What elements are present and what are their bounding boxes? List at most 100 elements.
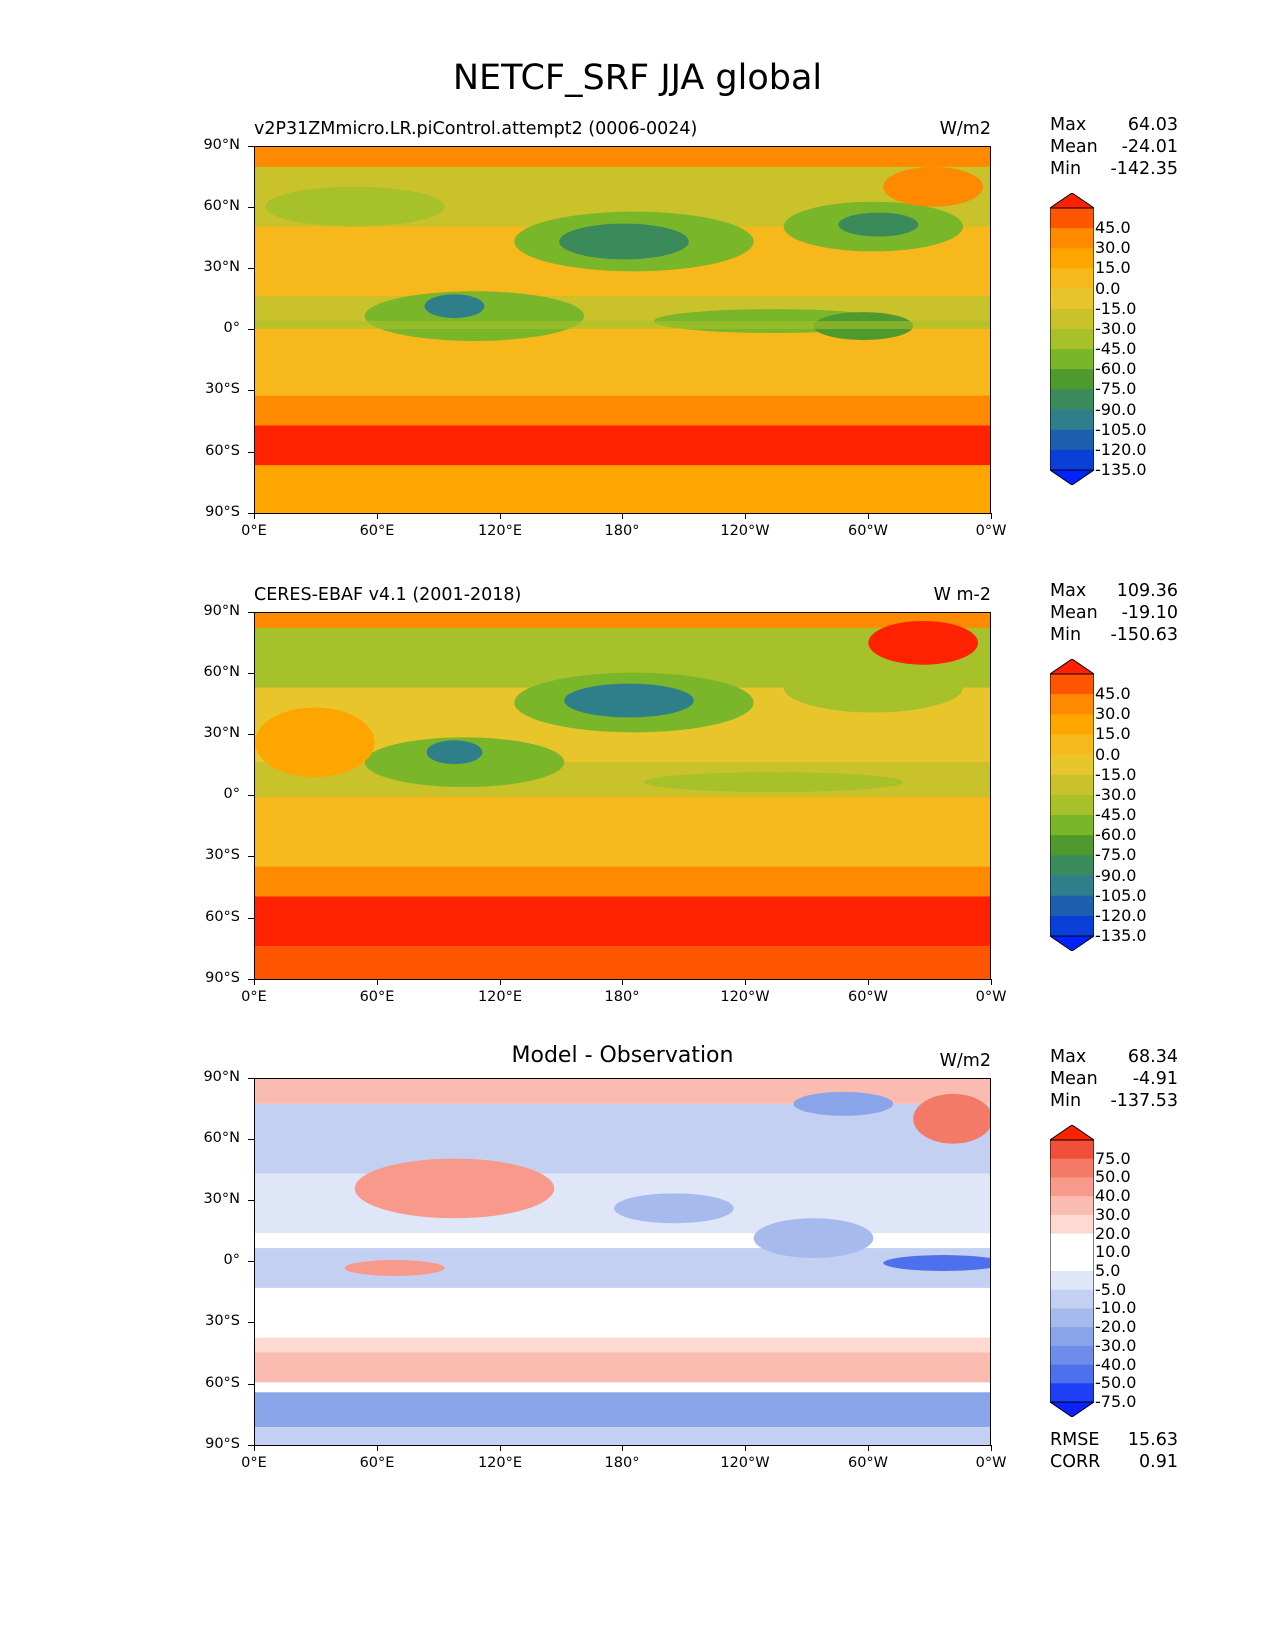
colorbar-label: 30.0 bbox=[1095, 1204, 1131, 1224]
colorbar-swatch bbox=[1050, 714, 1094, 735]
lon-tick: 120°E bbox=[460, 513, 540, 539]
lon-tick: 60°E bbox=[337, 513, 417, 539]
colorbar-swatch bbox=[1050, 429, 1094, 451]
lon-tick: 60°E bbox=[337, 979, 417, 1005]
colorbar-label: -105.0 bbox=[1095, 885, 1147, 905]
colorbar-swatch bbox=[1050, 895, 1094, 917]
colorbar-label: -60.0 bbox=[1095, 359, 1137, 379]
colorbar-label: 45.0 bbox=[1095, 684, 1131, 704]
lat-tick: 60°N bbox=[182, 198, 254, 214]
lon-tick: 60°W bbox=[828, 979, 908, 1005]
colorbar-label: -30.0 bbox=[1095, 318, 1137, 338]
colorbar-label: 0.0 bbox=[1095, 744, 1121, 764]
lat-tick: 60°N bbox=[182, 1130, 254, 1146]
lon-tick: 60°W bbox=[828, 513, 908, 539]
colorbar-swatch bbox=[1050, 694, 1094, 715]
colorbar-swatch bbox=[1050, 754, 1094, 776]
colorbar-label: -15.0 bbox=[1095, 764, 1137, 784]
stats-box: Max 64.03 Mean -24.01 Min -142.35 bbox=[1050, 114, 1178, 180]
panel-model: v2P31ZMmicro.LR.piControl.attempt2 (0006… bbox=[0, 115, 1275, 559]
colorbar-label: -90.0 bbox=[1095, 865, 1137, 885]
lat-tick: 90°S bbox=[182, 970, 254, 986]
lon-tick: 60°E bbox=[337, 1445, 417, 1471]
stat-label: Max bbox=[1050, 581, 1087, 601]
colorbar-swatch bbox=[1050, 308, 1094, 330]
lon-tick: 0°E bbox=[214, 513, 294, 539]
lat-tick: 90°N bbox=[182, 603, 254, 619]
colorbar-swatch bbox=[1050, 1140, 1094, 1160]
colorbar-label: 15.0 bbox=[1095, 258, 1131, 278]
colorbar bbox=[1050, 1125, 1094, 1417]
colorbar-label: 50.0 bbox=[1095, 1167, 1131, 1187]
stats-box: Max 109.36 Mean -19.10 Min -150.63 bbox=[1050, 580, 1178, 646]
colorbar-swatch bbox=[1050, 815, 1094, 836]
lon-tick: 120°W bbox=[705, 1445, 785, 1471]
colorbar-label: 40.0 bbox=[1095, 1186, 1131, 1206]
panel-units: W m-2 bbox=[933, 585, 991, 605]
lat-tick: 60°S bbox=[182, 443, 254, 459]
colorbar-label: 45.0 bbox=[1095, 218, 1131, 238]
colorbar-label: 15.0 bbox=[1095, 724, 1131, 744]
colorbar-swatch bbox=[1050, 915, 1094, 937]
colorbar-label: -30.0 bbox=[1095, 1335, 1137, 1355]
colorbar-swatch bbox=[1050, 1158, 1094, 1178]
skill-stats: RMSE 15.63 CORR 0.91 bbox=[1050, 1429, 1178, 1473]
map-difference bbox=[254, 1078, 991, 1446]
lat-tick: 0° bbox=[182, 786, 254, 802]
stat-value: -142.35 bbox=[1110, 159, 1178, 179]
colorbar bbox=[1050, 193, 1094, 485]
colorbar-label: -60.0 bbox=[1095, 825, 1137, 845]
colorbar-label: 5.0 bbox=[1095, 1261, 1121, 1280]
lat-tick: 30°S bbox=[182, 847, 254, 863]
lon-tick: 180° bbox=[582, 513, 662, 539]
panel-units: W/m2 bbox=[939, 119, 991, 139]
colorbar-label: -40.0 bbox=[1095, 1354, 1137, 1374]
lon-tick: 120°W bbox=[705, 979, 785, 1005]
panel-units: W/m2 bbox=[939, 1051, 991, 1071]
stats-box: Max 68.34 Mean -4.91 Min -137.53 bbox=[1050, 1046, 1178, 1112]
colorbar-label: -135.0 bbox=[1095, 926, 1147, 945]
lon-tick: 180° bbox=[582, 979, 662, 1005]
stat-label: Min bbox=[1050, 625, 1082, 645]
colorbar-label: -90.0 bbox=[1095, 399, 1137, 419]
stat-value: 109.36 bbox=[1116, 581, 1178, 601]
colorbar-swatch bbox=[1050, 349, 1094, 370]
lat-tick: 60°S bbox=[182, 909, 254, 925]
panel-title: v2P31ZMmicro.LR.piControl.attempt2 (0006… bbox=[254, 119, 698, 139]
colorbar-label: 30.0 bbox=[1095, 704, 1131, 724]
stat-value: 68.34 bbox=[1127, 1047, 1178, 1067]
lon-tick: 120°W bbox=[705, 513, 785, 539]
stat-value: -4.91 bbox=[1132, 1069, 1178, 1089]
colorbar-swatch bbox=[1050, 1233, 1094, 1253]
colorbar-swatch bbox=[1050, 389, 1094, 411]
lon-tick: 120°E bbox=[460, 1445, 540, 1471]
colorbar-swatch bbox=[1050, 228, 1094, 249]
colorbar-label: -105.0 bbox=[1095, 419, 1147, 439]
colorbar-label: -50.0 bbox=[1095, 1373, 1137, 1393]
colorbar-label: 75.0 bbox=[1095, 1148, 1131, 1168]
lat-tick: 90°S bbox=[182, 1436, 254, 1452]
colorbar-swatch bbox=[1050, 674, 1094, 695]
colorbar-swatch bbox=[1050, 449, 1094, 471]
colorbar-label: -20.0 bbox=[1095, 1317, 1137, 1337]
lon-tick: 120°E bbox=[460, 979, 540, 1005]
colorbar-swatch bbox=[1050, 1308, 1094, 1328]
panel-observation: CERES-EBAF v4.1 (2001-2018) W m-2 90°N 6… bbox=[0, 581, 1275, 1025]
colorbar-label: -75.0 bbox=[1095, 379, 1137, 399]
colorbar-swatch bbox=[1050, 855, 1094, 877]
field-map bbox=[255, 147, 990, 513]
colorbar-label: 0.0 bbox=[1095, 278, 1121, 298]
colorbar-label: -10.0 bbox=[1095, 1298, 1137, 1318]
panel-title: CERES-EBAF v4.1 (2001-2018) bbox=[254, 585, 522, 605]
lat-tick: 30°S bbox=[182, 381, 254, 397]
lat-tick: 60°N bbox=[182, 664, 254, 680]
stat-label: Mean bbox=[1050, 603, 1098, 623]
lat-tick: 0° bbox=[182, 320, 254, 336]
rmse-label: RMSE bbox=[1050, 1430, 1100, 1450]
map-model bbox=[254, 146, 991, 514]
lat-tick: 90°S bbox=[182, 504, 254, 520]
colorbar-swatch bbox=[1050, 288, 1094, 310]
colorbar-swatch bbox=[1050, 328, 1094, 350]
figure-title: NETCF_SRF JJA global bbox=[452, 58, 823, 98]
colorbar-swatch bbox=[1050, 268, 1094, 290]
